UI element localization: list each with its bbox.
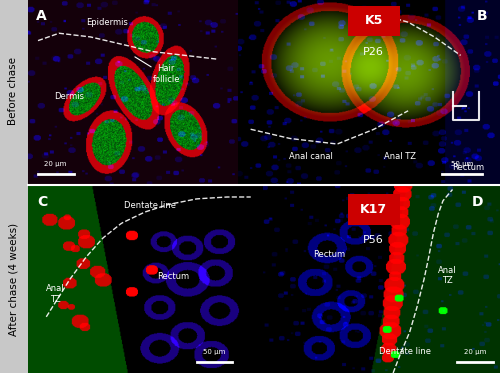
Bar xyxy=(348,6,400,37)
Text: Anal canal: Anal canal xyxy=(289,152,333,161)
Text: C: C xyxy=(37,195,47,209)
Text: Dentate line: Dentate line xyxy=(379,347,431,356)
Text: Anal TZ: Anal TZ xyxy=(384,152,416,161)
Text: 50 μm: 50 μm xyxy=(203,349,226,355)
Text: Rectum: Rectum xyxy=(452,163,484,172)
Text: Epidermis: Epidermis xyxy=(86,18,128,26)
Text: B: B xyxy=(476,9,487,23)
Text: 20 μm: 20 μm xyxy=(464,349,486,355)
Text: 20 μm: 20 μm xyxy=(44,161,66,167)
Text: K17: K17 xyxy=(360,203,388,216)
Text: Anal
TZ: Anal TZ xyxy=(46,285,65,304)
Text: P56: P56 xyxy=(364,235,384,245)
Text: Before chase: Before chase xyxy=(8,57,18,125)
Text: K5: K5 xyxy=(364,15,383,28)
Text: After chase (4 weeks): After chase (4 weeks) xyxy=(8,223,18,336)
Text: Hair
follicle: Hair follicle xyxy=(152,64,180,84)
Text: 50 μm: 50 μm xyxy=(451,161,473,167)
Text: P26: P26 xyxy=(364,47,384,57)
Text: Rectum: Rectum xyxy=(157,272,190,281)
Text: D: D xyxy=(472,195,484,209)
Text: Dentate line: Dentate line xyxy=(124,201,176,210)
Text: Dermis: Dermis xyxy=(54,91,84,100)
Text: Rectum: Rectum xyxy=(313,250,345,259)
Text: A: A xyxy=(36,9,46,23)
Text: Anal
TZ: Anal TZ xyxy=(438,266,457,285)
Bar xyxy=(348,194,400,225)
